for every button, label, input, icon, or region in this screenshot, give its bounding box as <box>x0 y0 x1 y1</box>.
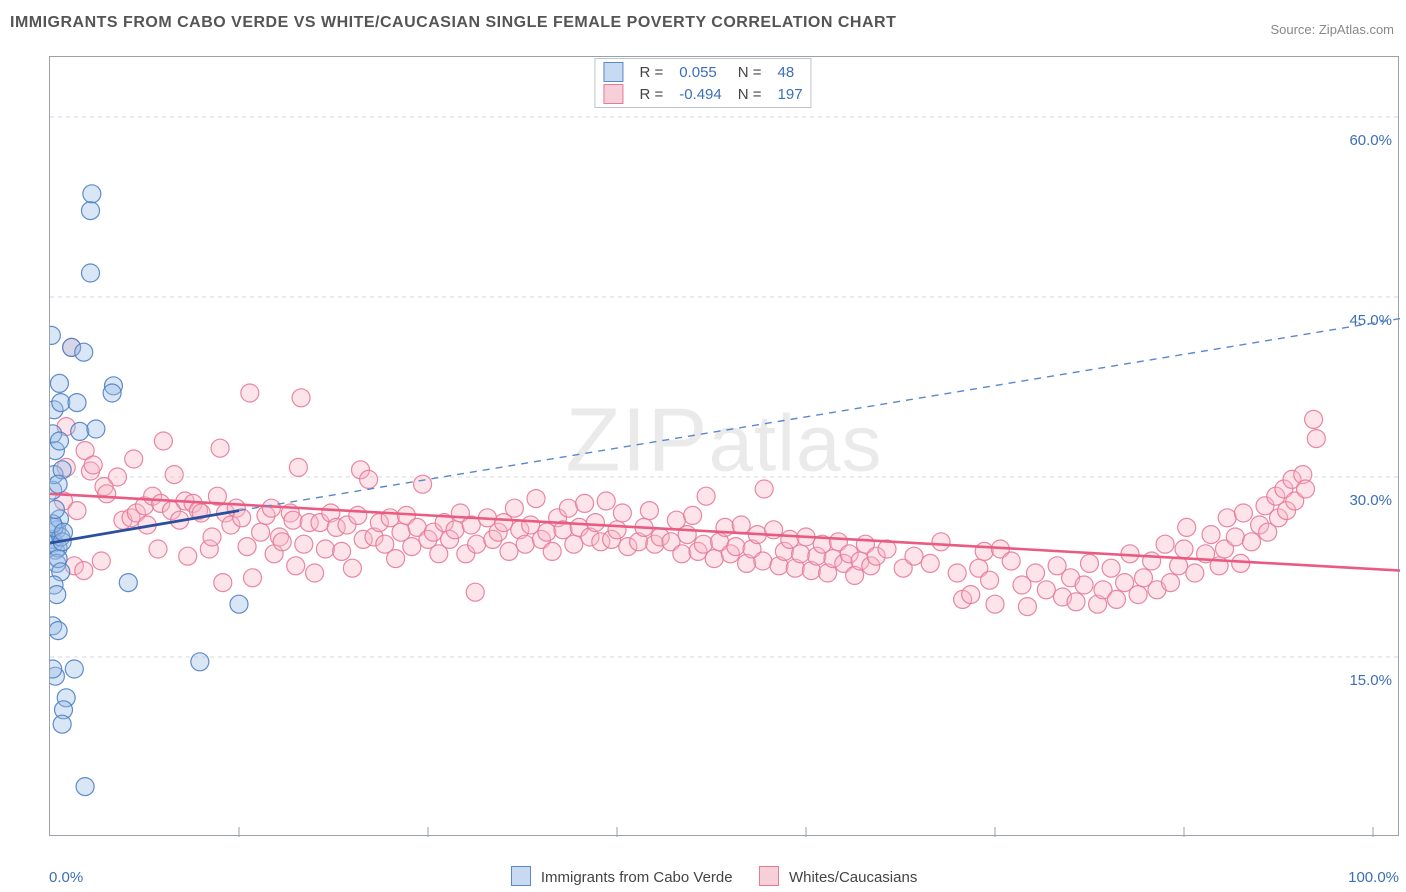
swatch-cabo-verde <box>511 866 531 886</box>
legend-n-label: N = <box>730 83 770 105</box>
source-label: Source: ZipAtlas.com <box>1270 22 1394 37</box>
legend-row-cabo-verde: R = 0.055 N = 48 <box>595 61 810 83</box>
legend-r-value-whites: -0.494 <box>671 83 730 105</box>
legend-r-label: R = <box>631 61 671 83</box>
chart-title: IMMIGRANTS FROM CABO VERDE VS WHITE/CAUC… <box>10 14 896 32</box>
legend-r-label: R = <box>631 83 671 105</box>
swatch-whites <box>759 866 779 886</box>
swatch-whites <box>603 84 623 104</box>
legend-r-value-cabo-verde: 0.055 <box>671 61 730 83</box>
legend-row-whites: R = -0.494 N = 197 <box>595 83 810 105</box>
bottom-legend: Immigrants from Cabo Verde Whites/Caucas… <box>0 866 1406 886</box>
legend-n-value-whites: 197 <box>770 83 811 105</box>
svg-text:60.0%: 60.0% <box>1349 132 1392 149</box>
legend-n-value-cabo-verde: 48 <box>770 61 811 83</box>
scatter-svg: 15.0%30.0%45.0%60.0% <box>50 57 1400 837</box>
correlation-legend: R = 0.055 N = 48 R = -0.494 N = 197 <box>594 58 811 108</box>
legend-n-label: N = <box>730 61 770 83</box>
plot-area: ZIPatlas 15.0%30.0%45.0%60.0% <box>49 56 1399 836</box>
legend-label-cabo-verde: Immigrants from Cabo Verde <box>541 869 733 886</box>
legend-label-whites: Whites/Caucasians <box>789 869 917 886</box>
svg-text:15.0%: 15.0% <box>1349 672 1392 689</box>
swatch-cabo-verde <box>603 62 623 82</box>
svg-text:30.0%: 30.0% <box>1349 492 1392 509</box>
